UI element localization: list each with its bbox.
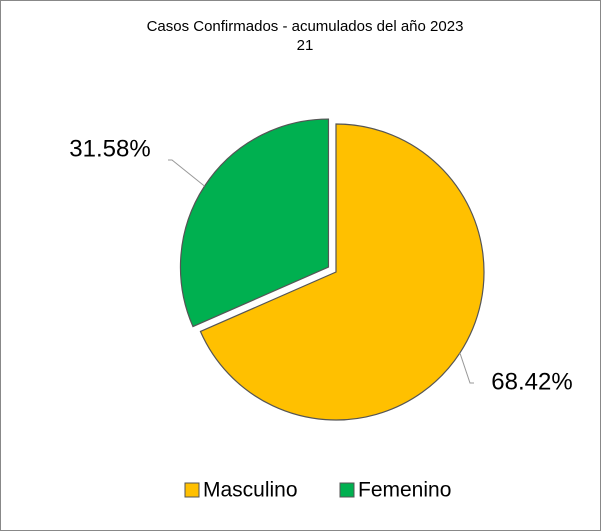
legend-label: Femenino [358,479,451,502]
leader-line [459,352,474,384]
chart-subtitle: 21 [297,37,314,54]
legend-swatch [184,482,200,498]
pie-slice [179,118,330,328]
chart-title: Casos Confirmados - acumulados del año 2… [147,18,464,35]
data-label: 31.58% [69,135,150,162]
leader-line [168,159,205,187]
legend-label: Masculino [203,479,298,502]
data-label: 68.42% [491,368,572,395]
pie-slice [199,123,485,421]
legend-swatch [339,482,355,498]
